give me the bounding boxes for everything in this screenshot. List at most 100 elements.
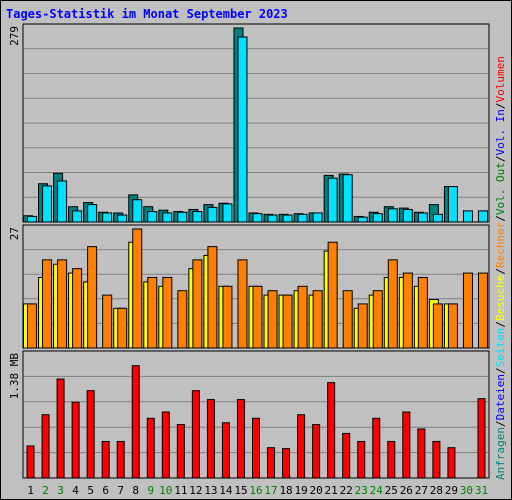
x-label-6: 6 xyxy=(102,484,109,497)
right-legend-part-12: Vol. In xyxy=(494,109,507,155)
panel-visits: 27 xyxy=(8,224,490,349)
right-legend-part-7: / xyxy=(494,268,507,275)
bar-dateien-14 xyxy=(222,203,233,223)
bar-rechner-5 xyxy=(87,246,98,349)
bar-dateien-22 xyxy=(342,174,353,223)
y-max-label: 279 xyxy=(8,26,21,46)
bar-dateien-4 xyxy=(72,210,83,223)
x-label-5: 5 xyxy=(87,484,94,497)
bar-volumen-21 xyxy=(327,382,336,479)
panel-volume: 1.38 MB xyxy=(8,350,490,479)
bar-rechner-18 xyxy=(282,294,293,349)
y-max-label: 27 xyxy=(8,227,21,240)
bar-volumen-7 xyxy=(116,440,125,479)
bar-dateien-3 xyxy=(57,180,68,223)
bar-volumen-2 xyxy=(41,414,50,479)
bar-volumen-24 xyxy=(372,417,381,479)
x-label-3: 3 xyxy=(57,484,64,497)
x-label-12: 12 xyxy=(189,484,202,497)
bar-rechner-21 xyxy=(327,241,338,349)
x-label-9: 9 xyxy=(147,484,154,497)
bar-rechner-12 xyxy=(192,259,203,349)
bar-dateien-9 xyxy=(147,211,158,223)
x-label-31: 31 xyxy=(475,484,488,497)
x-axis-labels: 1 2 3 4 5 6 7 8 9 10 11 12 13 14 15 16 17 18 19 20 21 22 23 24 2… xyxy=(27,484,488,497)
bar-dateien-12 xyxy=(192,211,203,223)
bar-volumen-28 xyxy=(432,440,441,479)
bar-rechner-20 xyxy=(312,290,323,349)
bar-volumen-27 xyxy=(417,428,426,479)
x-label-14: 14 xyxy=(219,484,233,497)
bar-volumen-23 xyxy=(357,440,366,479)
bar-rechner-7 xyxy=(117,307,128,349)
right-legend-part-11: / xyxy=(494,155,507,162)
x-label-25: 25 xyxy=(385,484,398,497)
bar-volumen-11 xyxy=(176,424,185,479)
bar-dateien-24 xyxy=(372,213,383,223)
bar-dateien-17 xyxy=(267,214,278,223)
right-legend-part-5: / xyxy=(494,321,507,328)
bar-dateien-13 xyxy=(207,206,218,223)
right-legend-part-10: Vol. Out xyxy=(494,162,507,215)
bar-rechner-2 xyxy=(42,259,53,349)
bar-dateien-30 xyxy=(462,210,473,223)
x-label-26: 26 xyxy=(400,484,413,497)
bar-rechner-25 xyxy=(387,259,398,349)
bar-volumen-9 xyxy=(146,417,155,479)
bar-rechner-4 xyxy=(72,268,83,349)
bar-dateien-6 xyxy=(102,212,113,223)
bar-volumen-12 xyxy=(191,390,200,479)
bar-rechner-15 xyxy=(237,259,248,349)
bar-dateien-31 xyxy=(477,210,488,223)
bar-dateien-27 xyxy=(417,212,428,223)
bar-rechner-13 xyxy=(207,246,218,349)
bar-rechner-26 xyxy=(402,272,413,349)
bar-dateien-7 xyxy=(117,214,128,223)
bar-rechner-11 xyxy=(177,290,188,349)
bar-dateien-25 xyxy=(387,208,398,223)
bar-rechner-8 xyxy=(132,228,143,349)
bar-rechner-1 xyxy=(27,303,38,349)
x-label-1: 1 xyxy=(27,484,34,497)
right-legend-labels: Anfragen/Dateien/Seiten/Besuche/Rechner/… xyxy=(494,56,507,480)
right-legend-part-13: / xyxy=(494,102,507,109)
right-legend-part-3: / xyxy=(494,367,507,374)
bar-rechner-19 xyxy=(297,285,308,349)
bar-volumen-15 xyxy=(236,399,245,479)
x-label-23: 23 xyxy=(355,484,368,497)
bar-volumen-19 xyxy=(297,414,306,479)
bar-rechner-10 xyxy=(162,276,173,349)
right-legend-part-9: / xyxy=(494,215,507,222)
bar-dateien-18 xyxy=(282,214,293,223)
bar-rechner-28 xyxy=(432,303,443,349)
bar-volumen-26 xyxy=(402,411,411,479)
bar-dateien-29 xyxy=(447,186,458,223)
x-label-28: 28 xyxy=(430,484,443,497)
bar-rechner-29 xyxy=(447,303,458,349)
panel-hits: 279 xyxy=(8,23,490,223)
bar-volumen-1 xyxy=(26,445,35,479)
right-legend: Anfragen/Dateien/Seiten/Besuche/Rechner/… xyxy=(494,56,507,480)
chart-title: Tages-Statistik im Monat September 2023 xyxy=(6,7,288,21)
x-label-15: 15 xyxy=(234,484,247,497)
x-label-18: 18 xyxy=(279,484,292,497)
bar-rechner-31 xyxy=(477,272,488,349)
bar-rechner-16 xyxy=(252,285,263,349)
right-legend-part-2: Dateien xyxy=(494,374,507,420)
x-label-2: 2 xyxy=(42,484,49,497)
bar-rechner-9 xyxy=(147,276,158,349)
y-max-label: 1.38 MB xyxy=(8,353,21,400)
x-label-29: 29 xyxy=(445,484,458,497)
bar-dateien-23 xyxy=(357,216,368,223)
bar-dateien-2 xyxy=(42,185,53,223)
x-label-27: 27 xyxy=(415,484,428,497)
bar-rechner-22 xyxy=(342,290,353,349)
bar-volumen-31 xyxy=(477,398,486,479)
bar-volumen-5 xyxy=(86,390,95,479)
x-label-11: 11 xyxy=(174,484,187,497)
bar-dateien-16 xyxy=(252,213,263,223)
x-label-17: 17 xyxy=(264,484,277,497)
bar-rechner-23 xyxy=(357,303,368,349)
x-label-8: 8 xyxy=(132,484,139,497)
